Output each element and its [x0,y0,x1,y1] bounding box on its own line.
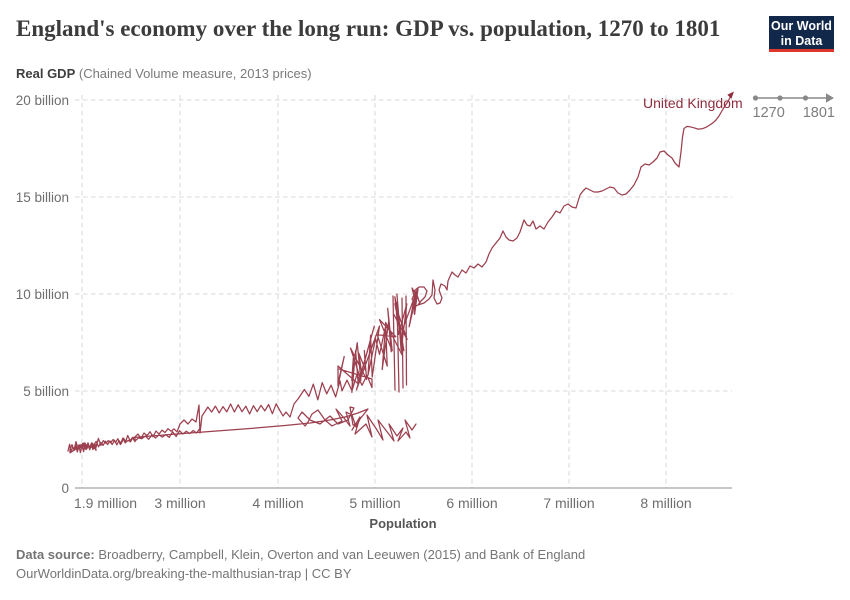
svg-text:8 million: 8 million [640,495,691,511]
svg-text:20 billion: 20 billion [16,93,69,108]
svg-text:5 billion: 5 billion [23,384,69,399]
svg-text:7 million: 7 million [543,495,594,511]
svg-text:4 million: 4 million [252,495,303,511]
svg-text:1.9 million: 1.9 million [74,495,137,511]
svg-text:6 million: 6 million [446,495,497,511]
svg-text:15 billion: 15 billion [16,190,69,205]
svg-text:5 million: 5 million [349,495,400,511]
svg-text:0: 0 [61,481,69,496]
svg-text:3 million: 3 million [154,495,205,511]
svg-text:Population: Population [369,516,436,531]
svg-text:10 billion: 10 billion [16,287,69,302]
svg-text:1801: 1801 [803,105,835,121]
svg-text:United Kingdom: United Kingdom [643,95,743,111]
svg-text:1270: 1270 [753,105,785,121]
